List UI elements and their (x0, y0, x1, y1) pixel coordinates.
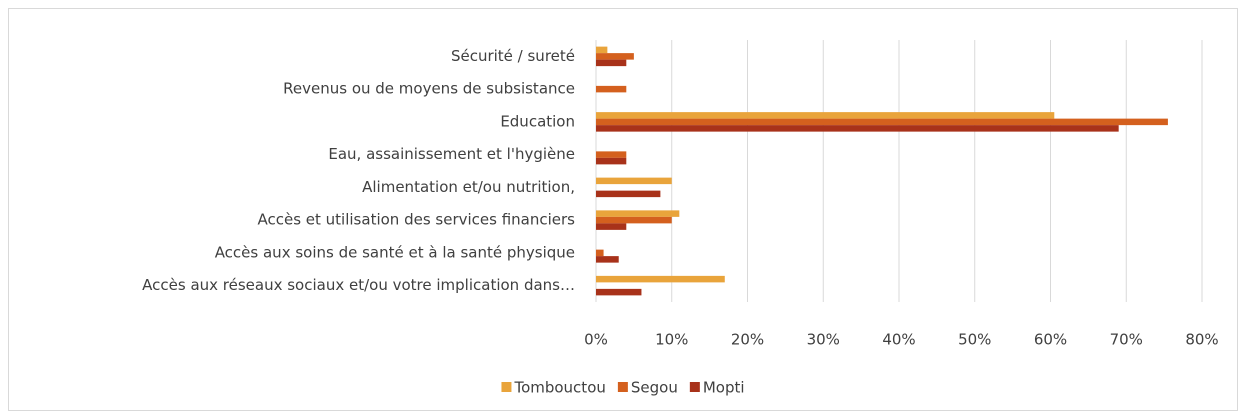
legend-label: Mopti (703, 379, 745, 397)
y-tick-label: Eau, assainissement et l'hygiène (328, 145, 575, 163)
bar (596, 118, 1168, 126)
x-tick-label: 50% (958, 331, 991, 349)
legend-swatch (689, 382, 700, 392)
y-tick-label: Accès aux réseaux sociaux et/ou votre im… (142, 276, 575, 294)
legend-label: Tombouctou (513, 379, 605, 397)
bar (596, 53, 634, 60)
x-tick-label: 40% (882, 331, 915, 349)
bar (596, 249, 604, 257)
bar (596, 177, 672, 185)
bar (596, 46, 608, 54)
x-tick-label: 0% (584, 331, 608, 349)
bar (596, 288, 642, 296)
bar (596, 256, 619, 263)
bar (596, 112, 1055, 119)
bar (596, 210, 680, 217)
y-tick-label: Alimentation et/ou nutrition, (362, 178, 575, 196)
bar (596, 85, 627, 93)
x-tick-label: 10% (655, 331, 688, 349)
y-tick-label: Accès et utilisation des services financ… (257, 211, 575, 229)
y-tick-label: Accès aux soins de santé et à la santé p… (215, 243, 575, 261)
x-tick-label: 30% (807, 331, 840, 349)
y-tick-label: Sécurité / sureté (451, 47, 575, 65)
x-tick-label: 70% (1110, 331, 1143, 349)
x-tick-label: 80% (1185, 331, 1218, 349)
legend-swatch (617, 382, 628, 392)
bar (596, 275, 725, 283)
bar (596, 157, 627, 165)
legend-swatch (501, 382, 512, 392)
bar (596, 151, 627, 158)
bar (596, 190, 661, 198)
x-tick-label: 20% (731, 331, 764, 349)
bar (596, 223, 627, 230)
bar (596, 125, 1119, 132)
bar (596, 216, 672, 224)
legend-label: Segou (631, 379, 678, 397)
y-tick-label: Education (500, 112, 575, 130)
x-tick-label: 60% (1034, 331, 1067, 349)
bar (596, 59, 627, 67)
chart-border (8, 8, 1238, 411)
y-tick-label: Revenus ou de moyens de subsistance (283, 80, 575, 98)
